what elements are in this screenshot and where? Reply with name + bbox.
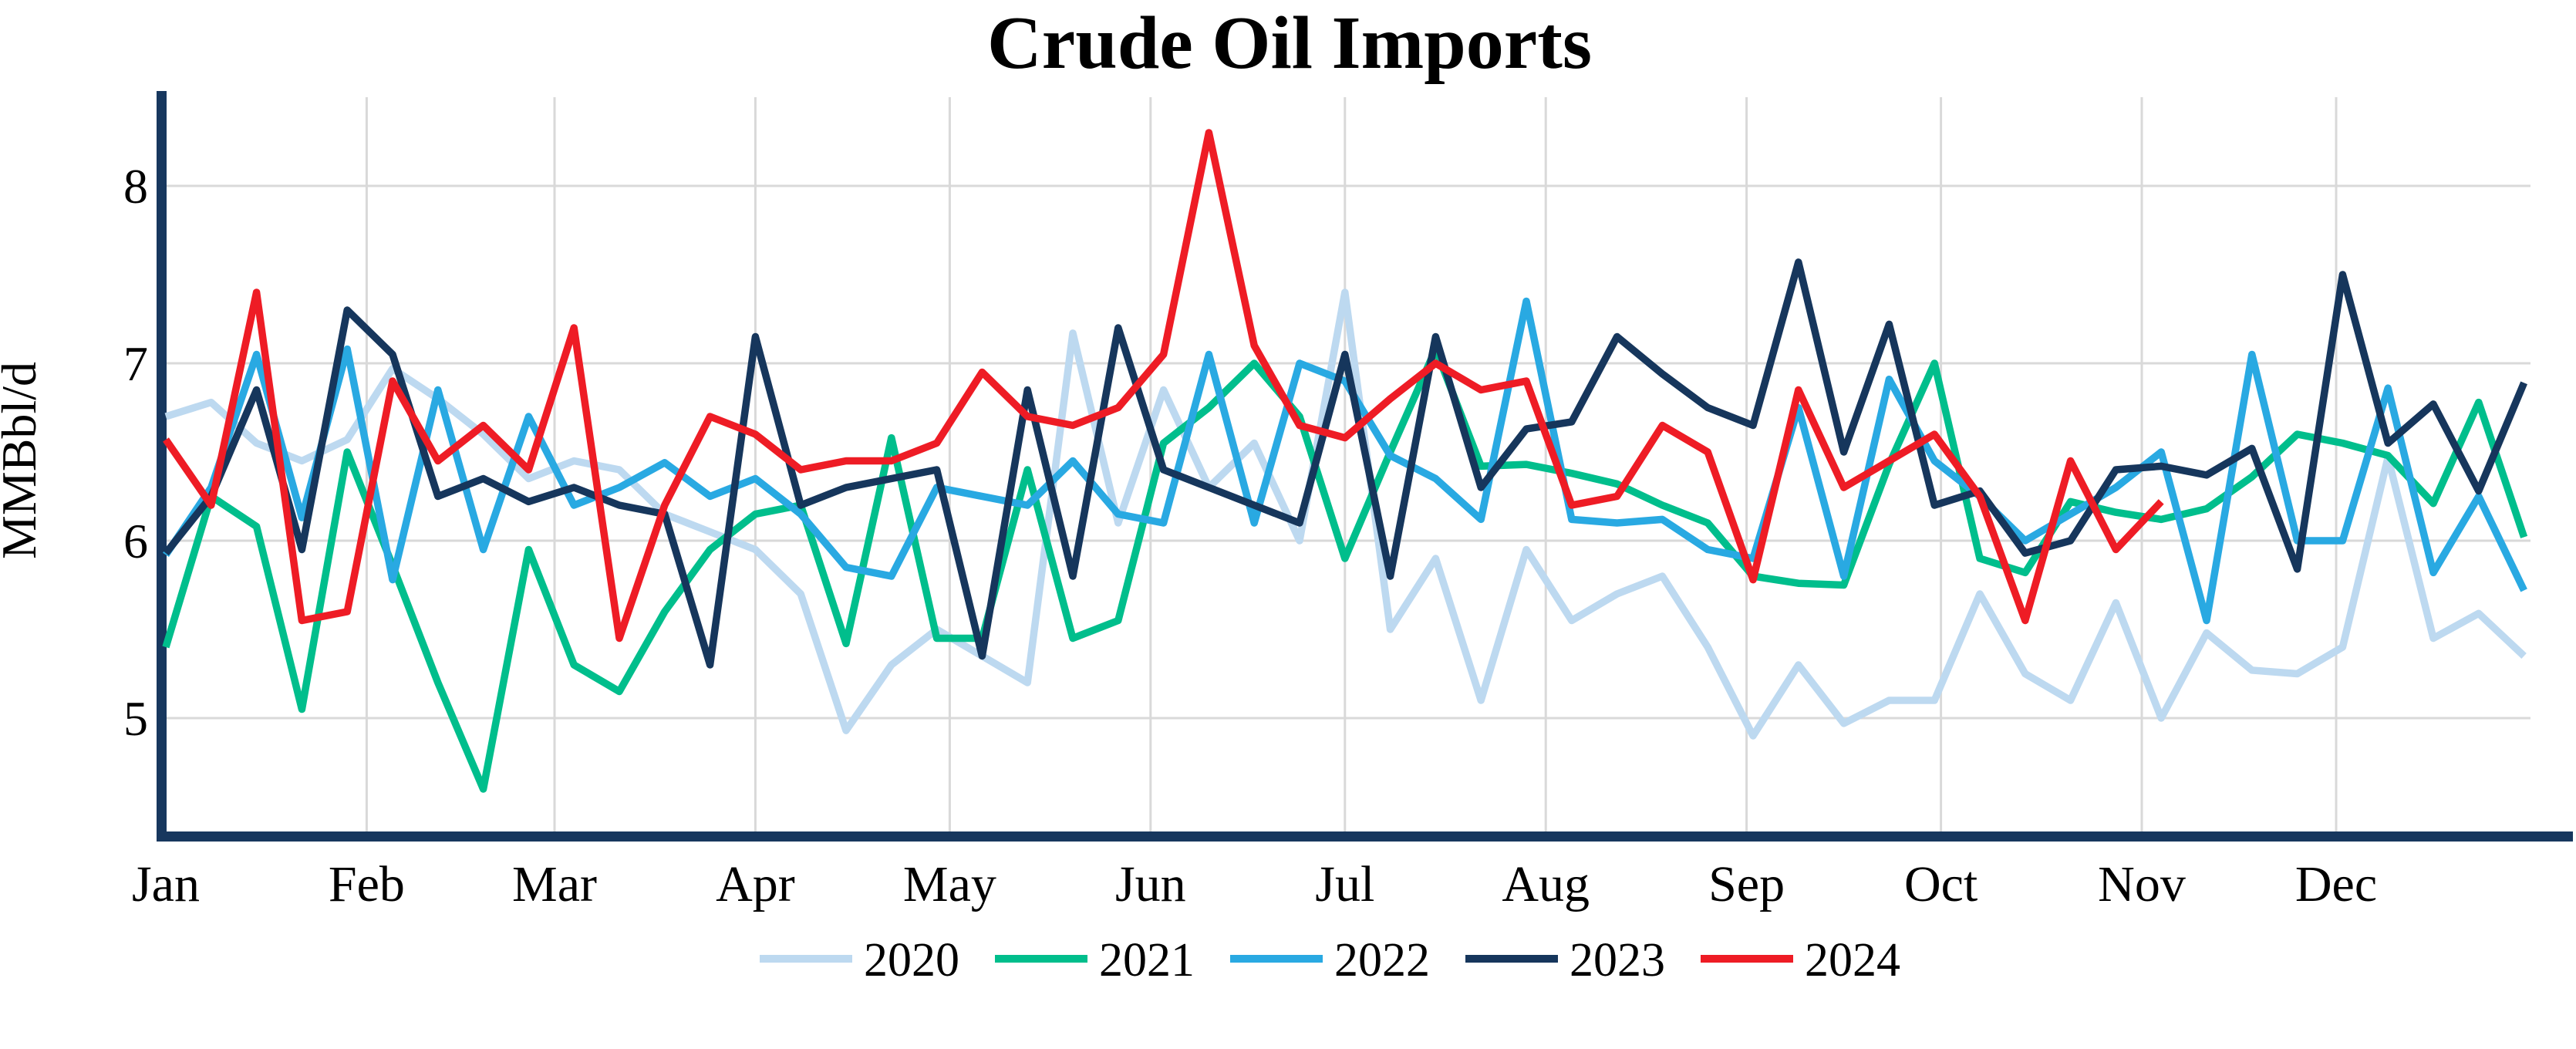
legend-item-2024: 2024 [1701,934,1900,987]
axis-labels: 5 6 7 8 Jan Feb Mar Apr May Jun Jul Aug Sep Oct Nov Dec [123,159,2377,912]
x-tick-label-Mar: Mar [512,856,597,912]
legend-item-2021: 2021 [995,934,1195,987]
y-tick-label-7: 7 [123,336,148,391]
series-line-2021 [162,345,2528,793]
x-tick-label-Dec: Dec [2295,856,2377,912]
series-line-2024 [163,129,2164,643]
x-tick-label-May: May [903,856,996,912]
x-tick-label-Jan: Jan [132,856,200,912]
x-tick-label-Jun: Jun [1115,856,1186,912]
x-tick-label-Feb: Feb [329,856,405,912]
x-tick-label-Aug: Aug [1502,856,1590,912]
x-tick-label-Jul: Jul [1315,856,1374,912]
legend-label-2024: 2024 [1805,934,1900,987]
y-tick-label-6: 6 [123,514,148,568]
x-tick-label-Oct: Oct [1904,856,1978,912]
series-line-2020 [164,288,2527,740]
axes [157,91,2573,842]
series-line-2022 [163,297,2527,625]
y-axis-title: MMBbl/d [0,362,46,559]
legend-item-2020: 2020 [760,934,959,987]
legend-label-2023: 2023 [1570,934,1665,987]
legend-item-2022: 2022 [1230,934,1430,987]
y-axis-line [157,91,167,842]
legend: 2020 2021 2022 2023 2024 [760,934,1900,987]
legend-item-2023: 2023 [1465,934,1665,987]
y-tick-label-8: 8 [123,159,148,214]
chart-title: Crude Oil Imports [987,2,1592,85]
x-tick-label-Sep: Sep [1708,856,1785,912]
x-tick-label-Apr: Apr [716,856,795,912]
x-tick-label-Nov: Nov [2098,856,2186,912]
y-tick-label-5: 5 [123,691,148,746]
legend-label-2022: 2022 [1334,934,1430,987]
legend-label-2021: 2021 [1099,934,1195,987]
series-line-2023 [163,258,2527,669]
legend-label-2020: 2020 [864,934,959,987]
series-lines [162,129,2528,793]
x-axis-line [157,831,2573,842]
